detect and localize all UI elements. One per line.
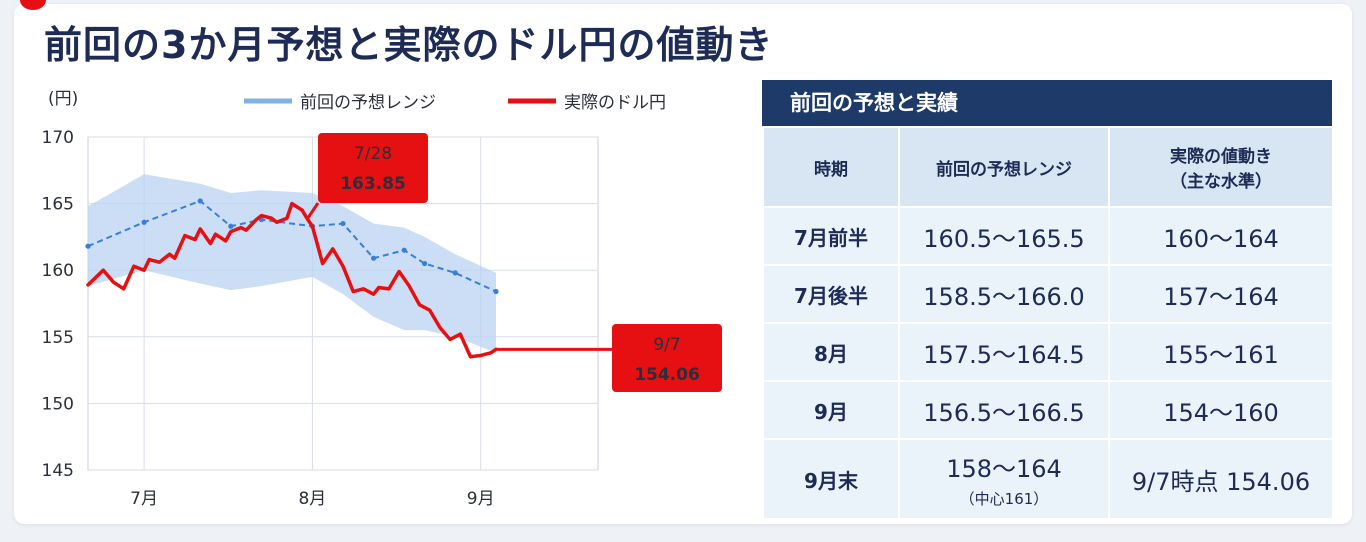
callout-latest-box <box>612 324 722 392</box>
legend-forecast-label: 前回の予想レンジ <box>300 93 436 113</box>
y-tick-label: 170 <box>42 128 74 148</box>
y-unit-label: (円) <box>48 89 78 109</box>
row-forecast: 158.5～166.0 <box>898 264 1110 324</box>
callout-peak-value: 163.85 <box>340 174 406 194</box>
legend-actual-label: 実際のドル円 <box>564 93 666 113</box>
callout-latest-date: 9/7 <box>653 335 680 355</box>
callout-latest-value: 154.06 <box>634 365 700 385</box>
y-tick-label: 150 <box>42 394 74 414</box>
results-table: 時期 前回の予想レンジ 実際の値動き （主な水準） 7月前半 160.5～165… <box>762 126 1334 520</box>
column-header-actual: 実際の値動き （主な水準） <box>1108 126 1334 208</box>
forecast-line <box>87 199 497 293</box>
x-tick-label: 9月 <box>467 489 495 509</box>
table-row: 9月 156.5～166.5 154～160 <box>762 380 1334 440</box>
row-actual: 155～161 <box>1108 322 1334 382</box>
forecast-point <box>85 243 91 249</box>
table-row: 7月後半 158.5～166.0 157～164 <box>762 264 1334 324</box>
table-row: 9月末 158～164 （中心161） 9/7時点 154.06 <box>762 438 1334 520</box>
column-header-actual-label: 実際の値動き <box>1170 147 1272 167</box>
column-header-period: 時期 <box>762 126 900 208</box>
column-header-forecast: 前回の予想レンジ <box>898 126 1110 208</box>
row-actual: 160～164 <box>1108 206 1334 266</box>
row-forecast-range: 158～164 <box>946 455 1062 483</box>
row-forecast: 158～164 （中心161） <box>898 438 1110 520</box>
forecast-point <box>340 220 346 227</box>
row-actual: 154～160 <box>1108 380 1334 440</box>
forecast-point <box>228 223 234 229</box>
forecast-point <box>401 247 407 253</box>
row-period: 7月後半 <box>762 264 900 324</box>
row-period: 8月 <box>762 322 900 382</box>
row-period: 9月末 <box>762 438 900 520</box>
row-period: 9月 <box>762 380 900 440</box>
chart: 145 150 155 160 165 170 7月 8月 9月 (円) 前回の予想レンジ 実際のドル… <box>42 89 722 509</box>
row-forecast-note: （中心161） <box>959 490 1049 508</box>
row-forecast: 156.5～166.5 <box>898 380 1110 440</box>
row-actual: 9/7時点 154.06 <box>1108 438 1334 520</box>
callout-peak-box <box>318 133 428 203</box>
forecast-point <box>371 255 377 261</box>
page-title: 前回の3か月予想と実際のドル円の値動き <box>44 23 774 67</box>
forecast-point <box>452 270 458 276</box>
forecast-point <box>197 198 203 204</box>
forecast-band <box>88 174 496 353</box>
table-header-row: 時期 前回の予想レンジ 実際の値動き （主な水準） <box>762 126 1334 208</box>
y-tick-label: 145 <box>42 461 74 481</box>
x-tick-label: 8月 <box>298 489 326 509</box>
row-period: 7月前半 <box>762 206 900 266</box>
y-tick-label: 165 <box>42 195 74 215</box>
table-row: 7月前半 160.5～165.5 160～164 <box>762 206 1334 266</box>
row-actual: 157～164 <box>1108 264 1334 324</box>
forecast-point <box>422 260 428 267</box>
actual-line <box>86 201 498 359</box>
table-row: 8月 157.5～164.5 155～161 <box>762 322 1334 382</box>
column-header-actual-sub: （主な水準） <box>1170 172 1272 192</box>
table-title: 前回の予想と実績 <box>762 80 1332 126</box>
row-forecast: 157.5～164.5 <box>898 322 1110 382</box>
forecast-point <box>141 219 147 225</box>
brand-dot-icon <box>20 0 46 10</box>
forecast-point <box>493 288 499 295</box>
y-tick-label: 155 <box>42 328 74 348</box>
results-table-panel: 前回の予想と実績 時期 前回の予想レンジ 実際の値動き （主な水準） 7月前半 … <box>762 80 1334 520</box>
x-tick-label: 7月 <box>130 489 158 509</box>
callout-peak-date: 7/28 <box>354 144 392 164</box>
y-tick-label: 160 <box>42 261 74 281</box>
row-forecast: 160.5～165.5 <box>898 206 1110 266</box>
callout-peak-pointer <box>306 202 320 220</box>
